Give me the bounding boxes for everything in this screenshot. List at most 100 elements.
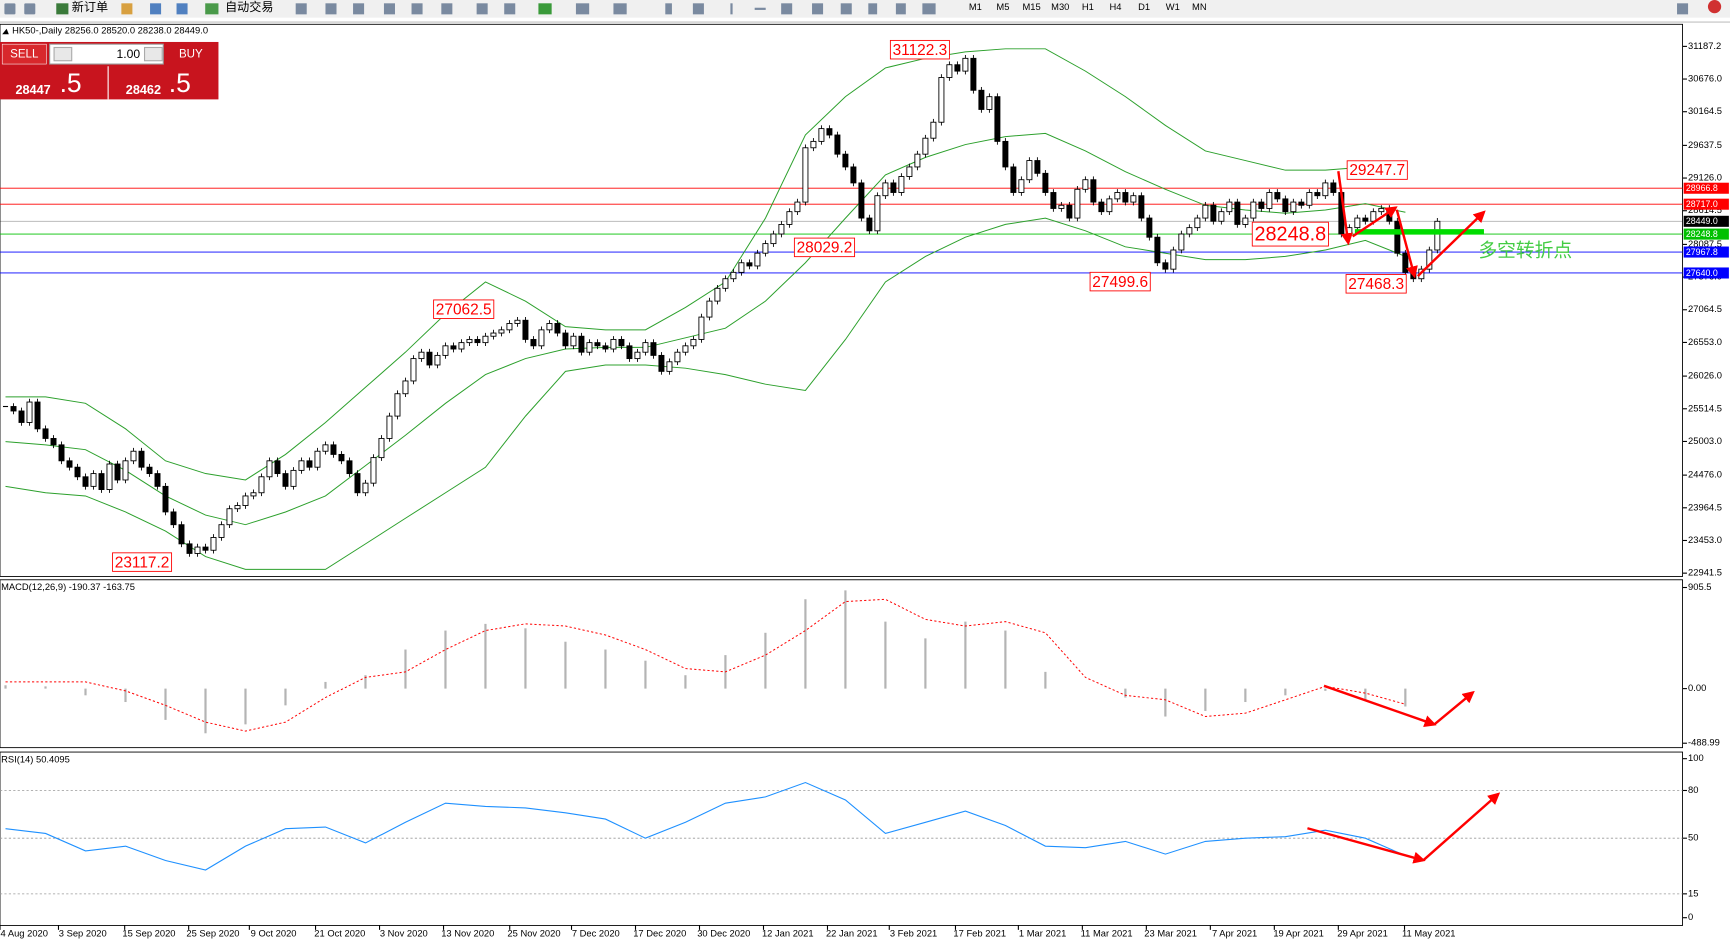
timeframe-button[interactable]: M1 xyxy=(969,2,982,12)
timeframe-button[interactable]: M5 xyxy=(996,2,1009,12)
candle xyxy=(1010,166,1017,193)
y-tick-label: 30676.0 xyxy=(1688,74,1722,84)
candle xyxy=(410,358,417,382)
candle xyxy=(1378,208,1385,213)
ask-pip[interactable]: .5 xyxy=(169,68,191,98)
y-tick-label: 24476.0 xyxy=(1688,470,1722,480)
candle xyxy=(1354,217,1361,229)
date-label: 25 Nov 2020 xyxy=(507,929,560,939)
toolbar-icons xyxy=(4,0,1722,15)
candle xyxy=(1194,217,1201,229)
rsi-line xyxy=(5,781,1406,871)
y-tick-label: 905.5 xyxy=(1688,582,1711,592)
price-annotation: 27062.5 xyxy=(436,301,492,318)
candle xyxy=(90,473,97,487)
candle xyxy=(930,121,937,139)
sell-label[interactable]: SELL xyxy=(10,49,39,61)
timeframe-button[interactable]: H1 xyxy=(1082,2,1094,12)
candle xyxy=(450,345,457,350)
bid-pip[interactable]: .5 xyxy=(60,68,82,98)
candle xyxy=(346,460,353,475)
candle xyxy=(618,338,625,347)
candle xyxy=(258,476,265,494)
rsi-title: RSI(14) 50.4095 xyxy=(1,754,70,764)
candle xyxy=(458,342,465,350)
date-label: 23 Mar 2021 xyxy=(1144,929,1197,939)
candle xyxy=(762,243,769,254)
candle xyxy=(306,460,313,468)
candle xyxy=(1394,220,1401,254)
candle xyxy=(442,345,449,356)
candle xyxy=(570,335,577,347)
candle xyxy=(1306,192,1313,206)
candle xyxy=(522,319,529,340)
timeframe-button[interactable]: M30 xyxy=(1051,2,1069,12)
candle xyxy=(842,153,849,168)
candle xyxy=(1266,192,1273,209)
candle xyxy=(1314,192,1321,197)
level-label: 28449.0 xyxy=(1686,216,1718,226)
buy-label[interactable]: BUY xyxy=(179,49,203,61)
candle xyxy=(826,128,833,136)
ask-price[interactable]: 28462 xyxy=(126,83,161,97)
sell-button[interactable] xyxy=(1,43,47,65)
price-annotation: 28248.8 xyxy=(1254,223,1326,245)
lots-up[interactable] xyxy=(143,46,163,62)
y-tick-label: 0.00 xyxy=(1688,683,1706,693)
y-tick-label: 26026.0 xyxy=(1688,371,1722,381)
y-tick-label: 26553.0 xyxy=(1688,337,1722,347)
price-annotation-box xyxy=(1346,160,1408,180)
candle xyxy=(202,546,209,551)
bid-price[interactable]: 28447 xyxy=(15,83,50,97)
date-label: 4 Aug 2020 xyxy=(1,929,48,939)
price-annotation-box xyxy=(1251,221,1329,247)
drawings: 多空转折点 xyxy=(1307,171,1572,864)
candle xyxy=(314,450,321,468)
lots-down[interactable] xyxy=(53,46,73,62)
timeframe-button[interactable]: D1 xyxy=(1138,2,1150,12)
candle xyxy=(1234,201,1241,225)
candle xyxy=(250,492,257,497)
y-tick-label: 100 xyxy=(1688,753,1704,763)
candle xyxy=(794,201,801,213)
candle xyxy=(226,508,233,526)
candle xyxy=(74,466,81,478)
candle xyxy=(1298,201,1305,206)
price-annotation-box xyxy=(1089,271,1151,292)
date-label: 19 Apr 2021 xyxy=(1273,929,1324,939)
y-tick-label: 27064.5 xyxy=(1688,304,1722,314)
candle xyxy=(426,351,433,366)
candle xyxy=(106,463,113,491)
lots-value[interactable]: 1.00 xyxy=(117,47,141,61)
level-tag xyxy=(1683,198,1729,210)
lots-input[interactable] xyxy=(49,43,164,65)
candle xyxy=(162,485,169,513)
toolbar-button[interactable]: 自动交易 xyxy=(225,0,273,14)
candle xyxy=(1210,204,1217,222)
timeframe-button[interactable]: H4 xyxy=(1109,2,1121,12)
candle xyxy=(738,262,745,273)
candle xyxy=(474,338,481,344)
candle xyxy=(602,345,609,350)
candle xyxy=(802,147,809,203)
date-label: 17 Dec 2020 xyxy=(633,929,686,939)
candle xyxy=(746,262,753,267)
timeframe-button[interactable]: M15 xyxy=(1022,2,1040,12)
level-tag xyxy=(1683,215,1729,227)
candle xyxy=(178,524,185,545)
candle xyxy=(154,473,161,487)
price-annotation: 31122.3 xyxy=(893,42,948,59)
date-label: 15 Sep 2020 xyxy=(122,929,175,939)
timeframe-button[interactable]: W1 xyxy=(1166,2,1180,12)
toolbar-button[interactable]: 新订单 xyxy=(72,0,108,14)
timeframe-button[interactable]: MN xyxy=(1192,2,1207,12)
candle xyxy=(482,335,489,344)
candle xyxy=(242,495,249,506)
price-annotation: 27499.6 xyxy=(1092,274,1148,291)
date-label: 7 Apr 2021 xyxy=(1212,929,1257,939)
candle xyxy=(434,354,441,366)
candle xyxy=(1362,217,1369,222)
y-tick-label: 0 xyxy=(1688,912,1693,922)
candle xyxy=(514,319,521,324)
